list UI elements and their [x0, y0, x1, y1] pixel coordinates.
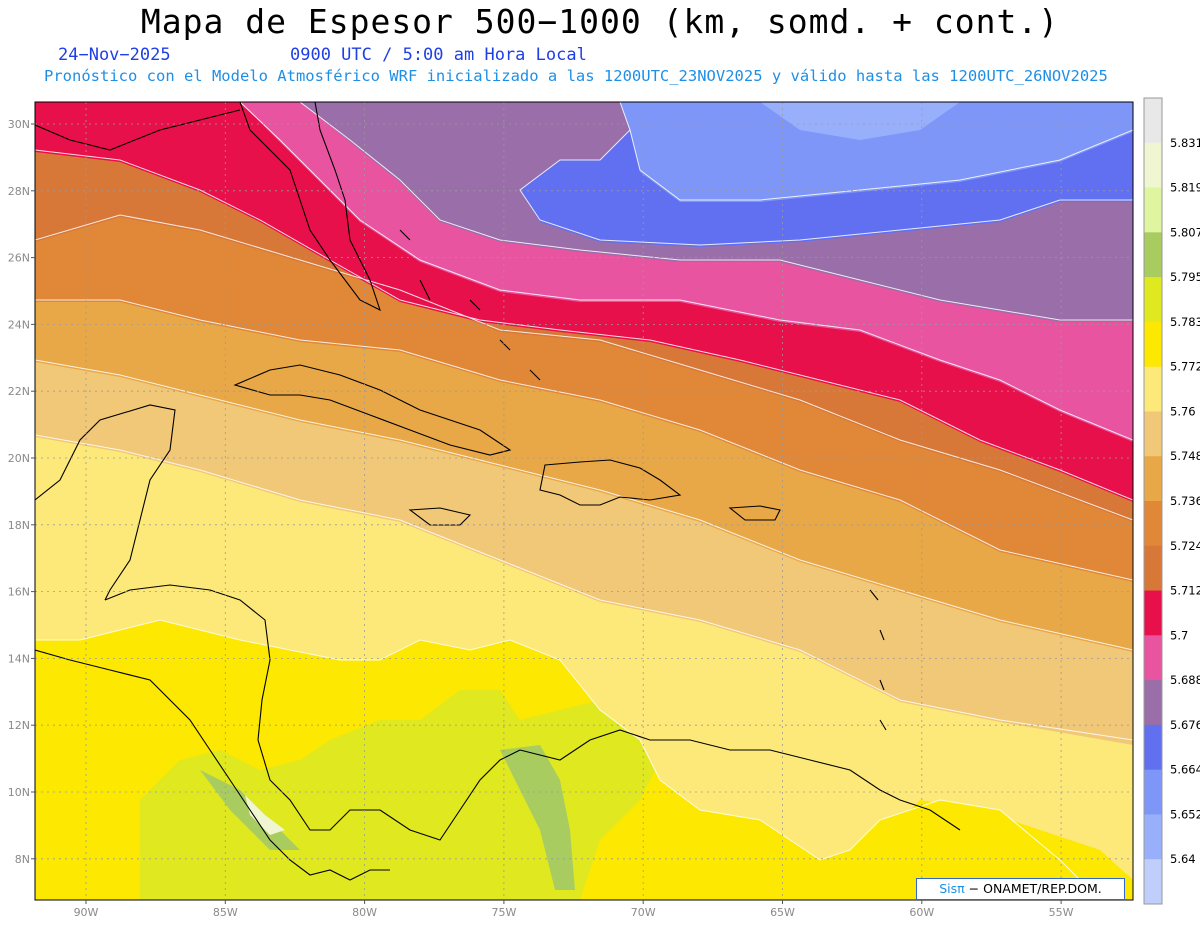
lon-label: 75W: [491, 906, 516, 919]
colorbar-label: 5.712: [1170, 584, 1200, 598]
lon-label: 55W: [1049, 906, 1074, 919]
colorbar-label: 5.831: [1170, 136, 1200, 150]
colorbar-label: 5.795: [1170, 270, 1200, 284]
colorbar-swatch: [1144, 814, 1162, 859]
colorbar-label: 5.772: [1170, 360, 1200, 374]
colorbar-label: 5.664: [1170, 763, 1200, 777]
colorbar-label: 5.676: [1170, 718, 1200, 732]
colorbar-label: 5.724: [1170, 539, 1200, 553]
colorbar-swatch: [1144, 591, 1162, 636]
colorbar-swatch: [1144, 232, 1162, 277]
colorbar-swatch: [1144, 188, 1162, 233]
lat-label: 8N: [15, 853, 30, 866]
colorbar-label: 5.7: [1170, 628, 1188, 642]
colorbar-label: 5.783: [1170, 315, 1200, 329]
lat-label: 14N: [8, 652, 30, 665]
colorbar-swatch: [1144, 411, 1162, 456]
latitude-labels: 30N 28N 26N 24N 22N 20N 18N 16N 14N 12N 10N 8N: [8, 118, 35, 866]
lon-label: 60W: [909, 906, 934, 919]
colorbar-swatch: [1144, 277, 1162, 322]
colorbar-swatch: [1144, 456, 1162, 501]
lat-label: 28N: [8, 185, 30, 198]
lat-label: 12N: [8, 719, 30, 732]
lat-label: 18N: [8, 519, 30, 532]
lon-label: 70W: [631, 906, 656, 919]
colorbar-label: 5.76: [1170, 404, 1196, 418]
credit-box: Sisπ − ONAMET/REP.DOM.: [916, 878, 1125, 900]
colorbar-label: 5.64: [1170, 852, 1196, 866]
lon-label: 90W: [74, 906, 99, 919]
lat-label: 22N: [8, 385, 30, 398]
longitude-labels: 90W 85W 80W 75W 70W 65W 60W 55W: [74, 900, 1074, 919]
lon-label: 85W: [213, 906, 238, 919]
lat-label: 24N: [8, 318, 30, 331]
filled-contours: [35, 102, 1133, 900]
colorbar-label: 5.736: [1170, 494, 1200, 508]
colorbar-label: 5.807: [1170, 225, 1200, 239]
lat-label: 10N: [8, 786, 30, 799]
lat-label: 16N: [8, 586, 30, 599]
colorbar-swatch: [1144, 367, 1162, 412]
credit-brand: Sisπ: [939, 881, 964, 896]
colorbar-swatch: [1144, 98, 1162, 143]
colorbar-label: 5.819: [1170, 181, 1200, 195]
colorbar-label: 5.748: [1170, 449, 1200, 463]
colorbar-swatch: [1144, 770, 1162, 815]
colorbar-swatch: [1144, 635, 1162, 680]
lat-label: 26N: [8, 252, 30, 265]
colorbar: 5.831 5.819 5.807 5.795 5.783 5.772 5.76 5.748 5…: [1144, 98, 1200, 905]
colorbar-swatch: [1144, 322, 1162, 367]
colorbar-swatch: [1144, 859, 1162, 904]
lat-label: 30N: [8, 118, 30, 131]
colorbar-swatch: [1144, 680, 1162, 725]
colorbar-label: 5.652: [1170, 807, 1200, 821]
credit-text: − ONAMET/REP.DOM.: [969, 881, 1102, 896]
lat-label: 20N: [8, 452, 30, 465]
colorbar-swatch: [1144, 501, 1162, 546]
colorbar-swatch: [1144, 546, 1162, 591]
colorbar-label: 5.688: [1170, 673, 1200, 687]
lon-label: 80W: [352, 906, 377, 919]
colorbar-swatch: [1144, 143, 1162, 188]
colorbar-swatch: [1144, 725, 1162, 770]
lon-label: 65W: [770, 906, 795, 919]
